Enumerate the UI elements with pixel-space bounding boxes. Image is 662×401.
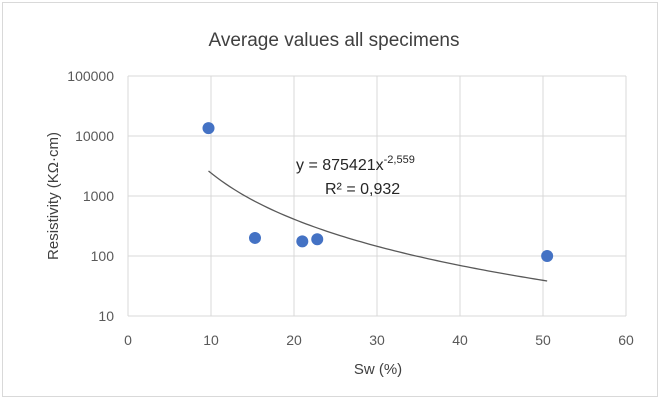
data-point [296, 235, 309, 248]
x-tick-labels: 0 10 20 30 40 50 60 [124, 332, 634, 348]
data-points [202, 122, 554, 262]
y-tick-labels: 10 100 1000 10000 100000 [67, 68, 114, 324]
r-squared-label: R² = 0,932 [325, 181, 400, 198]
x-tick-label: 10 [203, 332, 219, 348]
equation-exponent: -2,559 [384, 154, 415, 166]
y-tick-label: 100000 [67, 68, 114, 84]
y-tick-label: 1000 [83, 188, 114, 204]
x-tick-label: 0 [124, 332, 132, 348]
data-point [202, 122, 215, 135]
x-tick-label: 50 [535, 332, 551, 348]
data-point [311, 233, 324, 246]
equation-base: y = 875421x [296, 157, 384, 174]
y-tick-label: 10000 [75, 128, 114, 144]
trendline-equation: y = 875421x-2,559 [296, 154, 415, 174]
x-tick-label: 40 [452, 332, 468, 348]
x-tick-label: 30 [369, 332, 385, 348]
gridlines [127, 75, 627, 317]
y-tick-label: 100 [91, 248, 115, 264]
x-tick-label: 20 [286, 332, 302, 348]
chart-frame [2, 2, 658, 397]
trendline [208, 170, 548, 282]
data-point [541, 250, 554, 262]
x-axis-label: Sw (%) [354, 361, 402, 378]
y-axis-label: Resistivity (KΩ·cm) [45, 132, 62, 260]
data-point [248, 231, 261, 244]
y-tick-label: 10 [98, 308, 114, 324]
chart-title: Average values all specimens [208, 30, 459, 51]
x-tick-label: 60 [618, 332, 634, 348]
